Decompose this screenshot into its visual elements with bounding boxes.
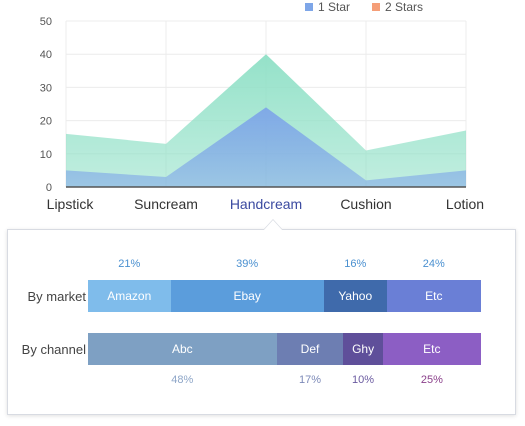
market-stacked-bar: Amazon Ebay Yahoo Etc <box>88 280 481 312</box>
x-tick-label-suncream: Suncream <box>134 196 198 212</box>
percent-label-ghy: 10% <box>352 374 375 386</box>
x-tick-label-lotion: Lotion <box>446 196 484 212</box>
legend-item-2-stars[interactable]: 2 Stars <box>372 0 423 14</box>
tooltip-caret-fill <box>263 220 283 231</box>
percent-label-etc: 25% <box>420 374 443 386</box>
percent-label-ebay: 39% <box>236 258 259 270</box>
row-label-by-channel: By channel <box>21 342 86 357</box>
y-tick-label: 30 <box>40 82 52 94</box>
bar-segment-ebay[interactable]: Ebay <box>170 280 324 312</box>
bar-segment-def[interactable]: Def <box>276 333 344 365</box>
legend-label-2-stars: 2 Stars <box>385 0 424 14</box>
y-tick-label: 10 <box>40 149 52 161</box>
percent-label-yahoo: 16% <box>344 258 367 270</box>
bar-segment-etc[interactable]: Etc <box>386 280 481 312</box>
breakdown-tooltip-panel: 21% 39% 16% 24% By market Amazon Ebay Yahoo Et… <box>7 219 516 415</box>
chart-legend: 1 Star 2 Stars <box>305 0 423 14</box>
market-percentages: 21% 39% 16% 24% <box>88 258 481 270</box>
y-tick-label: 40 <box>40 49 52 61</box>
bar-segment-amazon[interactable]: Amazon <box>88 280 171 312</box>
area-chart: 0 10 20 30 40 50 Lipstick Suncream Handcream Cush… <box>40 16 484 212</box>
legend-swatch-2-stars <box>372 3 381 11</box>
row-label-by-market: By market <box>27 289 86 304</box>
legend-item-1-star[interactable]: 1 Star <box>305 0 350 14</box>
percent-label-amazon: 21% <box>118 258 141 270</box>
y-tick-label: 50 <box>40 16 52 28</box>
x-tick-label-cushion: Cushion <box>340 196 391 212</box>
area-series-1-star <box>66 107 466 187</box>
legend-label-1-star: 1 Star <box>318 0 351 14</box>
percent-label-etc: 24% <box>422 258 445 270</box>
x-tick-label-lipstick: Lipstick <box>47 196 95 212</box>
percent-label-abc: 48% <box>171 374 194 386</box>
x-tick-label-handcream: Handcream <box>230 196 302 212</box>
legend-swatch-1-star <box>305 3 313 11</box>
bar-segment-yahoo[interactable]: Yahoo <box>323 280 387 312</box>
percent-label-def: 17% <box>299 374 322 386</box>
y-tick-label: 20 <box>40 116 52 128</box>
y-tick-label: 0 <box>46 182 52 194</box>
bar-segment-abc[interactable]: Abc <box>88 333 277 365</box>
channel-stacked-bar: Abc Def Ghy Etc <box>88 333 481 365</box>
bar-segment-etc[interactable]: Etc <box>382 333 481 365</box>
bar-segment-ghy[interactable]: Ghy <box>343 333 383 365</box>
channel-percentages: 48% 17% 10% 25% <box>88 374 481 386</box>
